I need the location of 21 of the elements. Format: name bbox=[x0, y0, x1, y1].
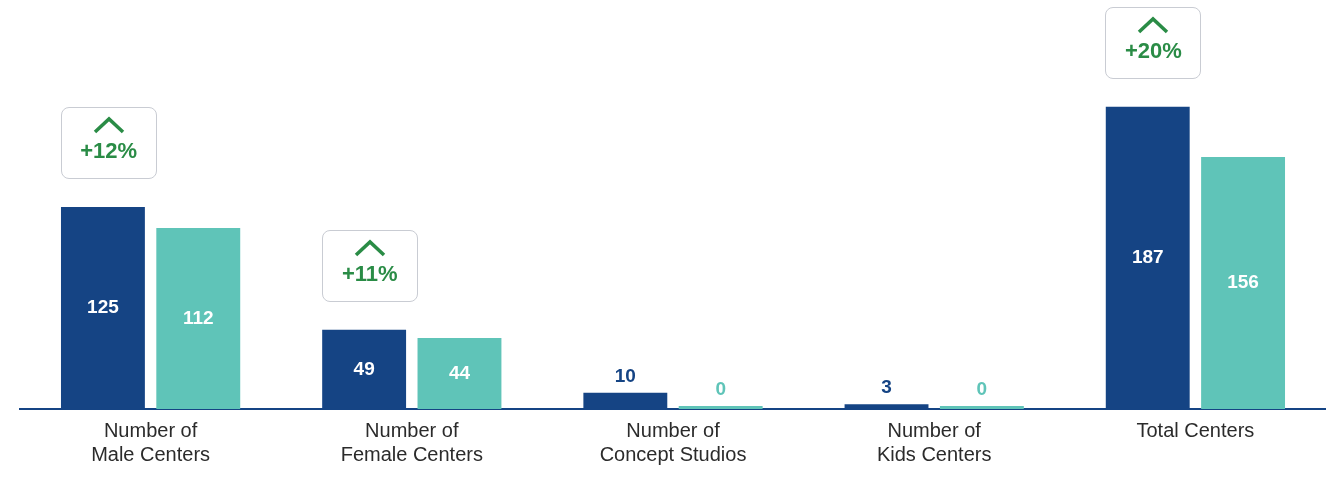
data-label: 0 bbox=[976, 378, 988, 400]
data-label: 44 bbox=[448, 361, 471, 383]
data-label: 10 bbox=[614, 365, 636, 387]
bar bbox=[156, 228, 241, 409]
data-label: 0 bbox=[715, 378, 726, 400]
bar bbox=[1201, 156, 1286, 409]
x-tick-label: Number of Concept Studios bbox=[599, 418, 747, 465]
data-label: 3 bbox=[881, 376, 892, 398]
x-tick-label: Total Centers bbox=[1136, 418, 1255, 441]
data-label: 49 bbox=[353, 357, 375, 379]
data-label: 112 bbox=[182, 306, 214, 328]
data-label: 187 bbox=[1131, 246, 1164, 268]
annotation: +11% bbox=[340, 260, 399, 287]
data-label: 156 bbox=[1227, 271, 1259, 293]
x-tick-label: Number of Female Centers bbox=[340, 418, 483, 465]
annotation: +12% bbox=[79, 138, 139, 164]
annotation: +20% bbox=[1123, 37, 1183, 64]
x-tick-label: Number of Kids Centers bbox=[876, 418, 992, 465]
data-label: 125 bbox=[87, 296, 120, 318]
bar bbox=[417, 337, 502, 409]
x-tick-label: Number of Male Centers bbox=[91, 418, 211, 465]
